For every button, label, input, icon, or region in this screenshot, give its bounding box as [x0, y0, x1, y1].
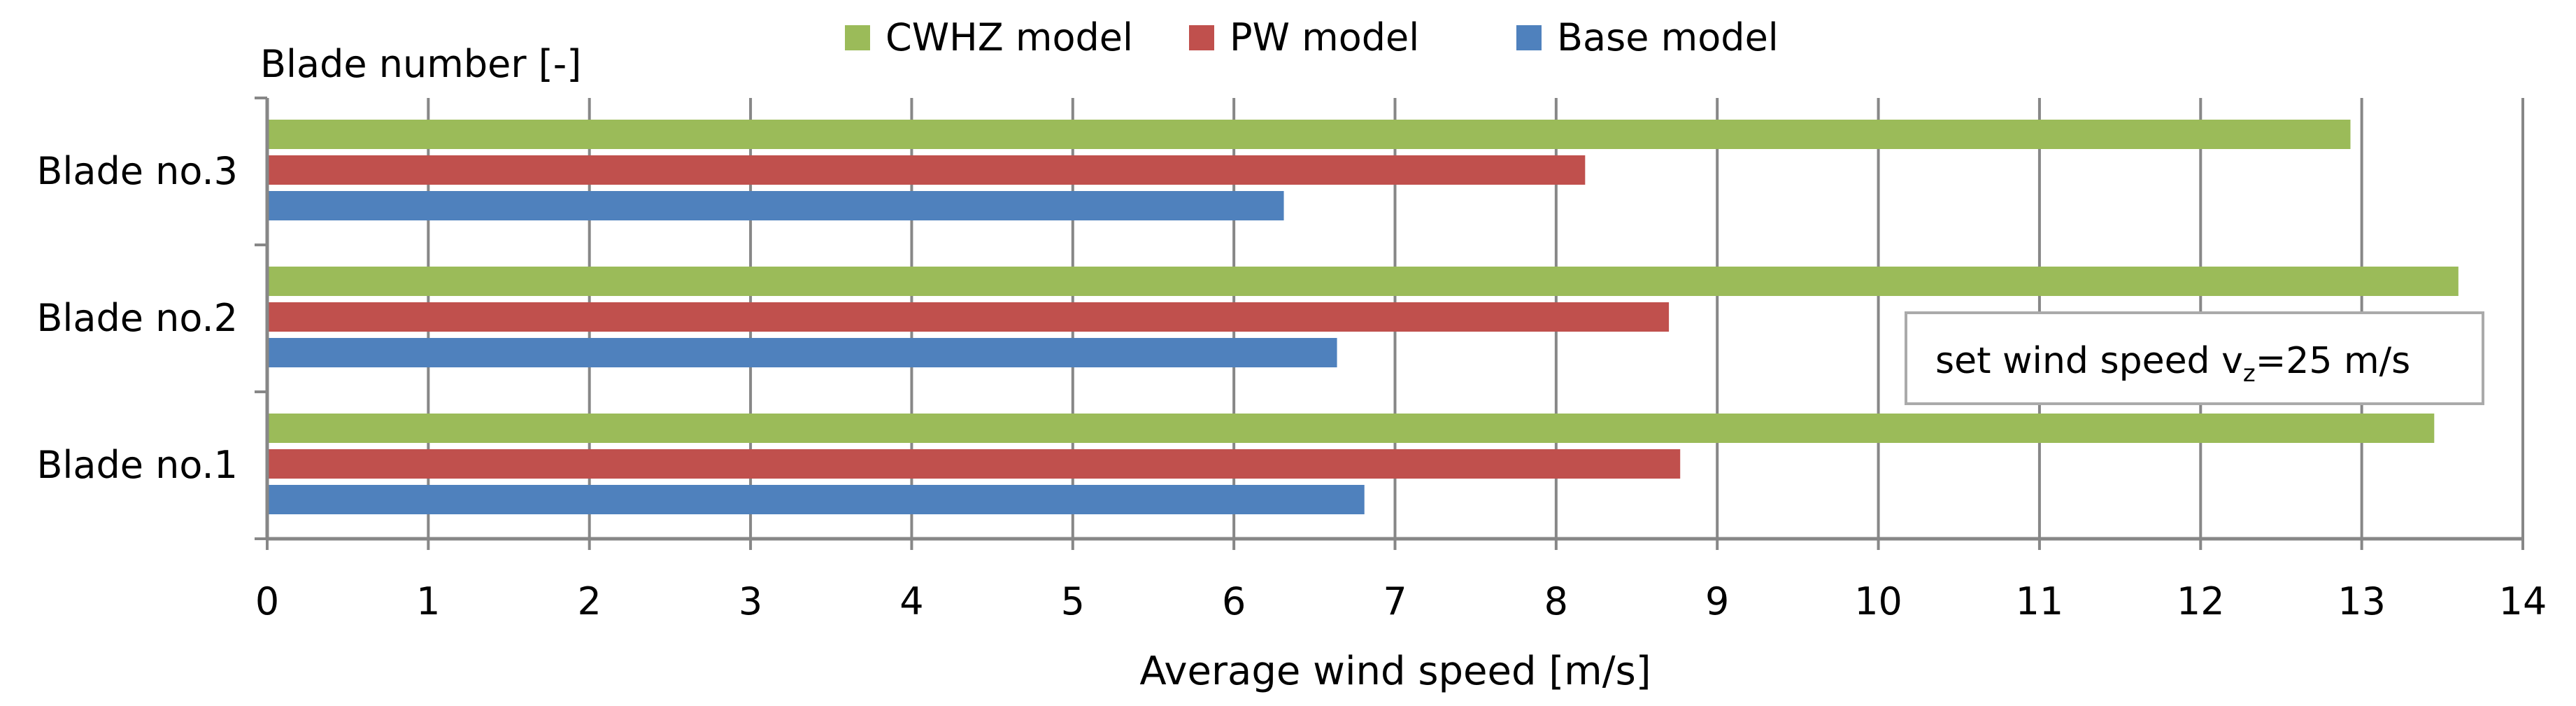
x-tick-label-0: 0 [255, 579, 279, 623]
x-tick-label-9: 9 [1705, 579, 1729, 623]
bar-base-model-blade-3 [267, 191, 1284, 220]
y-tick-labels: Blade no.1 Blade no.2 Blade no.3 [36, 97, 267, 540]
legend-swatch-base-model [1516, 25, 1542, 50]
bar-pw-model-blade-3 [267, 155, 1586, 185]
annotation-box: set wind speed vz=25 m/s [1905, 311, 2484, 405]
x-tick-label-10: 10 [1854, 579, 1902, 623]
x-tick-label-4: 4 [899, 579, 923, 623]
annotation-subscript: z [2243, 360, 2256, 388]
bars [267, 120, 2458, 514]
bar-pw-model-blade-2 [267, 302, 1670, 332]
x-tick-label-2: 2 [578, 579, 602, 623]
x-tick-label-3: 3 [739, 579, 762, 623]
legend-swatch-cwhz-model [845, 25, 870, 50]
legend-label-pw-model: PW model [1230, 15, 1419, 59]
legend-label-cwhz-model: CWHZ model [885, 15, 1133, 59]
y-axis-title: Blade number [-] [260, 42, 581, 86]
x-tick-label-11: 11 [2016, 579, 2064, 623]
x-tick-label-6: 6 [1222, 579, 1246, 623]
x-tick-label-8: 8 [1544, 579, 1568, 623]
y-tick-label-1: Blade no.1 [36, 443, 238, 487]
annotation-text: set wind speed vz=25 m/s [1935, 340, 2410, 388]
y-tick-label-3: Blade no.3 [36, 149, 238, 193]
legend-label-base-model: Base model [1557, 15, 1779, 59]
x-tick-label-5: 5 [1061, 579, 1085, 623]
x-tick-labels: 0 1 2 3 4 5 6 7 8 9 10 11 12 13 14 [255, 539, 2547, 623]
legend: CWHZ model PW model Base model [845, 15, 1779, 59]
x-tick-label-14: 14 [2499, 579, 2547, 623]
legend-swatch-pw-model [1189, 25, 1214, 50]
x-axis-title: Average wind speed [m/s] [1139, 649, 1651, 694]
annotation-prefix: set wind speed v [1935, 340, 2243, 382]
x-tick-label-1: 1 [416, 579, 440, 623]
annotation-frame [1905, 311, 2484, 405]
x-tick-label-7: 7 [1383, 579, 1407, 623]
bar-cwhz-model-blade-3 [267, 120, 2351, 149]
x-tick-label-12: 12 [2177, 579, 2225, 623]
bar-cwhz-model-blade-2 [267, 267, 2458, 296]
y-tick-label-2: Blade no.2 [36, 296, 238, 340]
bar-cwhz-model-blade-1 [267, 414, 2435, 443]
bar-base-model-blade-2 [267, 338, 1337, 367]
bar-base-model-blade-1 [267, 485, 1365, 514]
x-tick-label-13: 13 [2337, 579, 2386, 623]
annotation-suffix: =25 m/s [2256, 340, 2411, 382]
bar-pw-model-blade-1 [267, 449, 1681, 479]
